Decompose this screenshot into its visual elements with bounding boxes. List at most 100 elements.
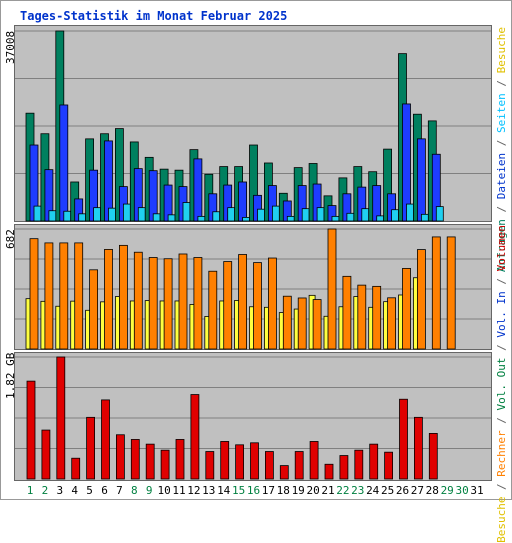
bar-seiten (242, 217, 251, 222)
bar-seiten (331, 215, 340, 222)
bar-rechner (297, 297, 307, 350)
bar-seiten (48, 210, 57, 222)
bar-rechner (342, 275, 352, 350)
bar-volumen (324, 463, 334, 480)
x-tick-label: 24 (366, 484, 380, 497)
bar-volumen (294, 451, 304, 480)
bar-rechner (29, 238, 39, 350)
x-tick-label: 3 (56, 484, 64, 497)
bar-seiten (93, 207, 101, 222)
x-tick-label: 17 (261, 484, 276, 497)
x-tick-label: 1 (26, 484, 34, 497)
x-tick-label: 6 (101, 484, 108, 497)
bar-seiten (346, 212, 355, 222)
bar-volumen (101, 399, 110, 480)
x-tick-label: 2 (41, 484, 49, 497)
x-tick-label: 18 (276, 484, 290, 497)
x-tick-label: 14 (217, 484, 231, 497)
bar-rechner (446, 236, 456, 350)
x-tick-label: 12 (187, 484, 201, 497)
bar-volumen (428, 433, 438, 480)
bar-volumen (339, 455, 349, 480)
bar-rechner (416, 249, 426, 350)
x-tick-label: 27 (410, 484, 425, 497)
bar-seiten (182, 202, 191, 222)
x-tick-label: 22 (336, 484, 350, 497)
bar-rechner (178, 253, 188, 350)
bar-rechner (163, 258, 173, 350)
x-tick-label: 29 (440, 484, 454, 497)
bar-volumen (56, 356, 66, 480)
bar-rechner (104, 249, 113, 350)
bar-seiten (420, 213, 429, 222)
bar-seiten (406, 203, 414, 222)
bar-volumen (399, 398, 408, 480)
bar-rechner (357, 284, 367, 350)
bar-rechner (44, 242, 54, 350)
bar-seiten (197, 215, 206, 222)
bar-rechner (223, 261, 233, 350)
bar-rechner (282, 295, 292, 350)
x-tick-label: 25 (380, 484, 395, 497)
bar-rechner (238, 254, 248, 350)
x-tick-label: 8 (130, 484, 138, 497)
bar-rechner (267, 257, 277, 350)
x-tick-label: 9 (145, 484, 153, 497)
bar-volumen (235, 444, 245, 480)
bar-rechner (312, 299, 322, 350)
bar-volumen (309, 441, 319, 480)
bar-volumen (220, 441, 230, 480)
x-tick-label: 19 (291, 484, 305, 497)
bar-seiten (376, 215, 385, 222)
bar-volumen (250, 442, 259, 480)
bar-seiten (137, 207, 146, 222)
bar-seiten (63, 210, 72, 222)
x-tick-label: 11 (172, 484, 186, 497)
x-tick-label: 28 (425, 484, 439, 497)
x-tick-label: 23 (351, 484, 365, 497)
x-tick-label: 16 (246, 484, 261, 497)
bar-seiten (212, 211, 221, 222)
legend-item: Besuche (495, 496, 508, 543)
bar-rechner (253, 262, 262, 350)
x-tick-label: 21 (321, 484, 335, 497)
bar-volumen (279, 465, 289, 480)
bar-seiten (123, 203, 131, 222)
bar-volumen (71, 457, 81, 480)
bar-dateien (193, 158, 203, 222)
bar-seiten (257, 208, 265, 222)
bar-seiten (361, 208, 370, 222)
bar-dateien (416, 138, 426, 222)
bar-rechner (59, 242, 69, 350)
bar-seiten (286, 215, 295, 222)
bar-seiten (152, 213, 161, 222)
bar-rechner (119, 244, 128, 350)
bar-volumen (26, 380, 36, 480)
bar-rechner (431, 236, 441, 350)
bar-seiten (227, 207, 236, 222)
bar-rechner (387, 297, 397, 350)
bar-volumen (130, 439, 140, 480)
bar-seiten (108, 207, 116, 222)
x-tick-label: 15 (231, 484, 246, 497)
bar-rechner (89, 269, 98, 350)
bar-volumen (116, 434, 125, 480)
bar-rechner (372, 285, 382, 350)
x-tick-label: 26 (395, 484, 410, 497)
bar-rechner (133, 251, 143, 350)
bar-volumen (384, 451, 394, 480)
bar-rechner (208, 270, 218, 350)
bar-volumen (413, 416, 423, 480)
chart-area (15, 30, 491, 480)
x-tick-label: 20 (306, 484, 320, 497)
bar-seiten (78, 213, 87, 222)
bar-rechner (193, 257, 203, 350)
bar-seiten (167, 214, 176, 222)
bar-seiten (301, 208, 310, 222)
bar-volumen (86, 416, 95, 480)
bar-seiten (33, 205, 42, 222)
bar-volumen (369, 443, 379, 480)
bar-seiten (271, 205, 280, 222)
x-tick-label: 30 (455, 484, 469, 497)
bar-volumen (190, 394, 200, 480)
